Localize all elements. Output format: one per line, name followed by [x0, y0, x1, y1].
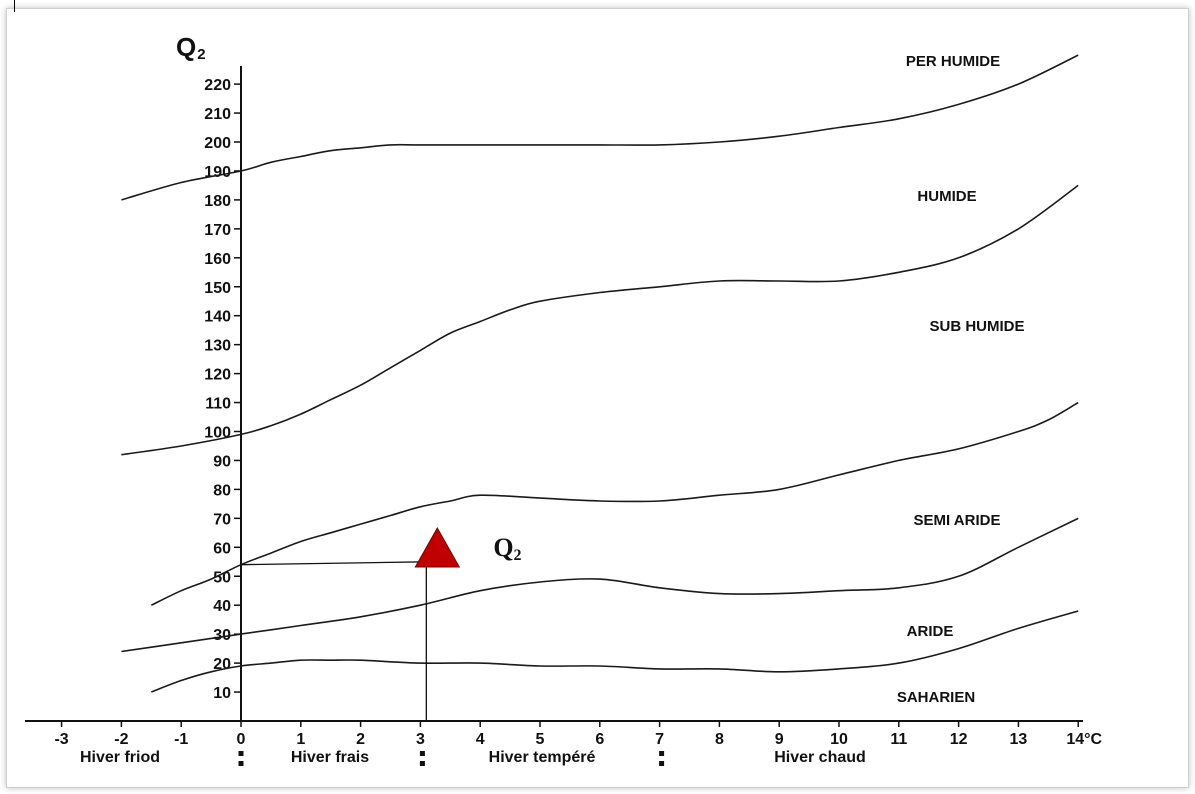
q2-triangle-marker — [414, 526, 461, 568]
x-tick-label: 2 — [356, 731, 365, 748]
axes: -3 -2 -1 0 1 2 3 4 5 6 7 8 9 10 11 12 13 14°C102030405060… — [25, 66, 1103, 748]
x-tick-label: 14°C — [1066, 731, 1102, 748]
zone-label: ARIDE — [907, 623, 954, 640]
x-tick-label: 13 — [1010, 731, 1028, 748]
y-tick-label: 220 — [204, 77, 231, 94]
zone-label: HUMIDE — [917, 188, 976, 205]
season-separator-dot — [238, 761, 244, 766]
x-tick-label: 11 — [890, 731, 907, 748]
y-tick-label: 50 — [213, 569, 231, 586]
y-tick-label: 30 — [213, 627, 231, 644]
q2-marker-label: Q2 — [493, 533, 521, 564]
y-tick-label: 200 — [204, 135, 231, 152]
x-tick-label: -2 — [114, 731, 128, 748]
station-marker: Q2 — [240, 526, 522, 721]
y-tick-label: 130 — [204, 338, 231, 355]
x-tick-label: 9 — [775, 731, 784, 748]
y-tick-label: 140 — [204, 309, 231, 326]
x-tick-label: 8 — [715, 731, 724, 748]
season-label: Hiver tempéré — [489, 749, 596, 766]
x-tick-label: -1 — [174, 731, 188, 748]
season-separator-dot — [659, 751, 665, 756]
season-label: Hiver friod — [80, 749, 160, 766]
x-tick-label: 4 — [476, 731, 485, 748]
y-tick-label: 190 — [204, 164, 231, 181]
y-axis-label: Q2 — [176, 32, 206, 63]
season-separator-dot — [419, 761, 425, 766]
y-tick-label: 210 — [204, 106, 231, 123]
x-tick-label: -3 — [54, 731, 68, 748]
y-tick-label: 80 — [213, 482, 231, 499]
zone-label: SUB HUMIDE — [929, 318, 1024, 335]
x-tick-label: 12 — [950, 731, 968, 748]
boundary-aride-saharien — [151, 610, 1079, 693]
boundary-semiaride-aride — [121, 517, 1079, 653]
y-tick-label: 10 — [213, 685, 231, 702]
x-tick-label: 1 — [296, 731, 305, 748]
season-separator-dot — [659, 761, 665, 766]
zone-label: PER HUMIDE — [906, 53, 1000, 70]
q2-reference-line — [240, 561, 434, 566]
y-tick-label: 120 — [204, 367, 231, 384]
zone-label: SAHARIEN — [897, 689, 975, 706]
y-tick-label: 40 — [213, 598, 231, 615]
zone-label: SEMI ARIDE — [914, 512, 1001, 529]
season-label: Hiver frais — [291, 749, 369, 766]
x-tick-label: 10 — [830, 731, 848, 748]
corner-mark — [14, 0, 15, 12]
boundary-humide-subhumide — [121, 184, 1079, 456]
y-tick-label: 70 — [213, 511, 231, 528]
y-tick-label: 90 — [213, 453, 231, 470]
x-tick-label: 7 — [655, 731, 664, 748]
x-tick-label: 0 — [237, 731, 246, 748]
boundary-perhumide-humide — [121, 54, 1079, 201]
season-separator-dot — [419, 751, 425, 756]
chart-frame — [6, 8, 1189, 788]
boundary-curves — [121, 54, 1079, 693]
y-tick-label: 170 — [204, 222, 231, 239]
boundary-subhumide-semiaride — [150, 401, 1079, 606]
x-tick-label: 3 — [416, 731, 425, 748]
season-separator-dot — [238, 751, 244, 756]
x-tick-label: 5 — [536, 731, 545, 748]
x-tick-label: 6 — [595, 731, 604, 748]
y-tick-label: 160 — [204, 251, 231, 268]
y-tick-label: 150 — [204, 280, 231, 297]
y-tick-label: 60 — [213, 540, 231, 557]
season-label: Hiver chaud — [774, 749, 866, 766]
y-tick-label: 110 — [205, 396, 231, 413]
y-tick-label: 180 — [204, 193, 231, 210]
zone-labels: PER HUMIDE HUMIDE SUB HUMIDE SEMI ARIDE ARID… — [80, 53, 1025, 766]
